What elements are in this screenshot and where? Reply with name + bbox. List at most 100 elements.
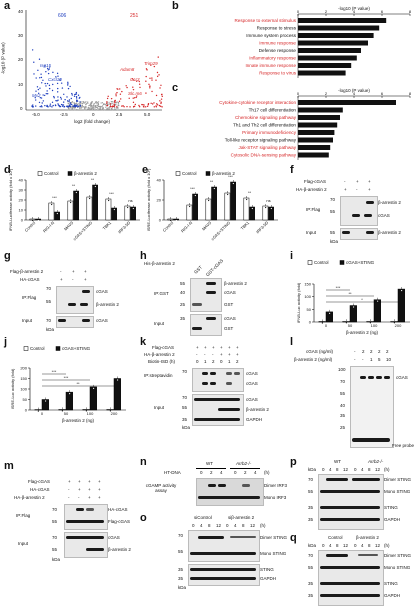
legend-swatch	[175, 171, 181, 176]
volcano-point	[47, 69, 50, 71]
blot-f-band	[364, 214, 372, 217]
blot-o-time-7: 12	[250, 523, 256, 528]
y-tick-label: 0	[25, 408, 28, 413]
blot-m-band	[86, 508, 94, 511]
volcano-point	[86, 101, 89, 103]
volcano-point	[119, 88, 121, 90]
volcano-point	[90, 103, 93, 105]
blot-n-left-label: cGAMP activity assay	[145, 483, 177, 493]
blot-k-s23: 0	[220, 359, 223, 364]
bar	[65, 391, 73, 411]
volcano-point	[89, 104, 91, 106]
volcano-point	[100, 102, 102, 104]
blot-k-s00: +	[196, 345, 199, 350]
data-point	[251, 207, 253, 210]
volcano-point	[94, 105, 97, 108]
volcano-point	[156, 103, 158, 105]
category-label: RIG-I-N	[180, 220, 193, 233]
bar	[349, 305, 357, 323]
volcano-point	[149, 77, 151, 79]
data-point	[37, 219, 39, 222]
volcano-point	[33, 73, 35, 75]
volcano-point	[55, 99, 57, 102]
volcano-ytick-0: 0	[20, 106, 23, 111]
volcano-point	[101, 108, 103, 110]
blot-l-s04: 2	[386, 349, 389, 354]
volcano-point	[148, 85, 151, 87]
blot-k-kda-2: 55	[182, 405, 188, 410]
blot-f-kda-1: 55	[330, 209, 336, 214]
bar-chart-d: 0 10 20 30 40 IFNB-Luciferase activity (fold …	[8, 168, 144, 246]
blot-k-row-0: Flag-cGAS	[152, 345, 175, 350]
data-point	[213, 187, 215, 190]
volcano-point	[77, 103, 79, 105]
data-point	[32, 219, 34, 222]
blot-q-unit: (h)	[384, 543, 390, 548]
volcano-point	[156, 104, 159, 106]
blot-o: siControl siβ-arrestin 2 0 4 8 12 0 4 8 …	[144, 514, 287, 610]
blot-n-time-2: 4	[220, 470, 223, 475]
bar	[298, 63, 352, 68]
blot-q-kda-1: 55	[308, 565, 314, 570]
volcano-point	[114, 103, 116, 105]
blot-n-membrane	[196, 478, 264, 506]
blot-l-s14: 10	[386, 357, 392, 362]
volcano-point	[39, 77, 41, 79]
data-point	[94, 185, 96, 188]
volcano-point	[143, 106, 145, 108]
blot-f-sign-0-2: +	[368, 179, 371, 184]
volcano-point	[81, 101, 83, 103]
volcano-point	[79, 105, 81, 107]
bar	[298, 115, 340, 120]
volcano-point	[134, 103, 137, 106]
legend-swatch	[37, 171, 43, 176]
volcano-point	[60, 103, 63, 106]
blot-l-kda-5: 25	[340, 425, 346, 430]
volcano-point	[117, 104, 119, 106]
bar	[243, 197, 250, 221]
blot-o-group-1: siβ-arrestin 2	[228, 515, 255, 520]
volcano-point	[97, 104, 99, 106]
volcano-point	[75, 109, 78, 111]
blot-h-band	[206, 282, 216, 285]
data-point	[194, 194, 196, 197]
blot-o-band	[190, 552, 256, 555]
category-label: MAVS	[201, 220, 213, 232]
blot-o-band-1: Mono STING	[260, 551, 287, 556]
blot-k-band	[210, 382, 216, 385]
bar	[211, 186, 217, 221]
volcano-point	[45, 85, 47, 87]
bar	[298, 33, 374, 38]
blot-f-ip-label: IP:Flag	[306, 207, 321, 212]
volcano-point	[46, 82, 49, 85]
volcano-point	[138, 80, 140, 83]
volcano-point	[68, 107, 70, 110]
blot-l-s13: 5	[378, 357, 381, 362]
significance-label: **	[91, 177, 95, 182]
blot-q-time-3: 12	[343, 543, 349, 548]
bar	[54, 211, 60, 221]
category-label: Inflammatory response	[249, 56, 296, 61]
data-point	[132, 207, 134, 210]
volcano-point	[115, 102, 118, 104]
volcano-point	[145, 75, 147, 78]
volcano-point	[52, 104, 54, 107]
blot-q-time-5: 4	[361, 543, 364, 548]
blot-l-band-1: Free probe	[392, 443, 415, 448]
blot-k-kda-1: 70	[182, 395, 188, 400]
volcano-point	[89, 107, 91, 109]
volcano-point	[99, 107, 102, 109]
volcano-point	[160, 102, 162, 105]
volcano-point	[31, 49, 34, 51]
blot-g-band	[68, 303, 76, 306]
panel-label-m: m	[4, 460, 14, 472]
blot-q-kda-unit: kDa	[308, 543, 317, 548]
volcano-point	[108, 101, 110, 103]
blot-m-band	[76, 508, 84, 511]
volcano-point	[75, 97, 78, 99]
volcano-point	[129, 106, 131, 108]
category-label: Cytokine-cytokine receptor interaction	[219, 100, 296, 105]
data-point	[189, 205, 191, 208]
y-tick-label: 0	[159, 218, 162, 223]
bar	[106, 409, 114, 411]
